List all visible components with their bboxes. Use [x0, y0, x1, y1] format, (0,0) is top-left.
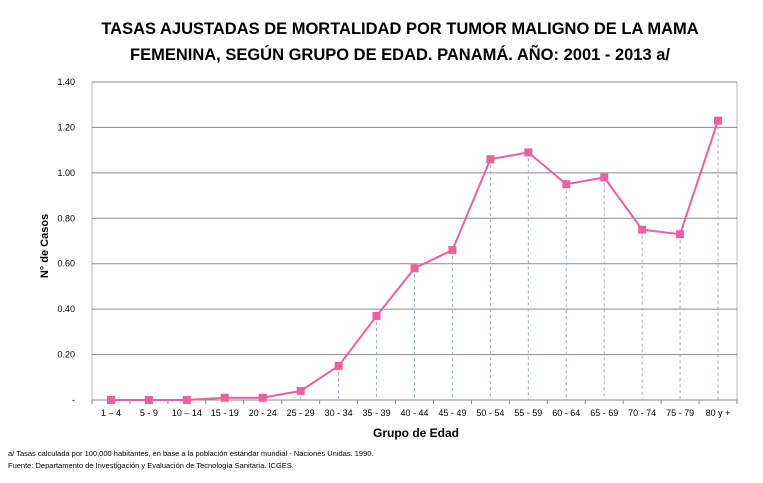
data-point-marker — [562, 180, 571, 189]
drop-lines — [224, 120, 719, 400]
x-tick-label: 30 - 34 — [325, 408, 353, 418]
data-point-marker — [182, 396, 191, 404]
data-point-marker — [372, 311, 381, 320]
x-tick-label: 20 - 24 — [249, 408, 277, 418]
x-tick-label: 80 y + — [706, 408, 731, 418]
series-mortality — [106, 116, 723, 404]
y-tick-label: 1.40 — [57, 77, 75, 87]
data-point-marker — [714, 116, 723, 125]
y-axis-label: N° de Casos — [39, 214, 51, 278]
data-point-marker — [410, 264, 419, 273]
x-tick-label: 15 - 19 — [211, 408, 239, 418]
data-point-marker — [600, 173, 609, 182]
data-point-marker — [448, 246, 457, 255]
x-tick-label: 65 - 69 — [590, 408, 618, 418]
x-tick-label: 70 - 74 — [628, 408, 656, 418]
x-tick-label: 55 - 59 — [514, 408, 542, 418]
y-tick-label: 1.20 — [57, 122, 75, 132]
x-tick-label: 45 - 49 — [438, 408, 466, 418]
chart-title-line-1: TASAS AJUSTADAS DE MORTALIDAD POR TUMOR … — [101, 20, 699, 38]
x-axis-ticks: 1 – 4 5 - 9 10 – 14 15 - 19 20 - 24 25 - 29 30… — [91, 400, 738, 418]
x-tick-label: 40 - 44 — [400, 408, 428, 418]
y-tick-label: 1.00 — [57, 168, 75, 178]
data-point-marker — [524, 148, 533, 157]
footnotes: a/ Tasas calculada por 100,000 habitante… — [8, 448, 374, 472]
y-tick-label: 0.20 — [57, 350, 75, 360]
series-line — [110, 120, 719, 401]
x-tick-label: 25 - 29 — [287, 408, 315, 418]
data-point-marker — [486, 155, 495, 164]
x-tick-label: 1 – 4 — [101, 408, 121, 418]
chart-title-line-2: FEMENINA, SEGÚN GRUPO DE EDAD. PANAMÁ. A… — [129, 46, 671, 64]
data-point-marker — [106, 396, 115, 404]
data-point-marker — [220, 393, 229, 402]
y-tick-label: 0.60 — [57, 259, 75, 269]
data-point-marker — [676, 230, 685, 239]
x-tick-label: 35 - 39 — [363, 408, 391, 418]
footnote-source: Fuente: Departamento de Investigación y … — [8, 461, 294, 470]
x-tick-label: 60 - 64 — [552, 408, 580, 418]
y-tick-label: 0.40 — [57, 304, 75, 314]
x-axis-label: Grupo de Edad — [373, 426, 459, 440]
data-point-marker — [296, 386, 305, 395]
data-point-marker — [144, 396, 153, 404]
data-point-marker — [258, 393, 267, 402]
chart-title: TASAS AJUSTADAS DE MORTALIDAD POR TUMOR … — [60, 16, 740, 68]
x-tick-label: 5 - 9 — [140, 408, 158, 418]
x-tick-label: 50 - 54 — [476, 408, 504, 418]
x-tick-label: 10 – 14 — [172, 408, 202, 418]
footnote-rate: a/ Tasas calculada por 100,000 habitante… — [8, 449, 374, 458]
y-tick-label: 0.80 — [57, 213, 75, 223]
y-tick-label: - — [72, 395, 75, 405]
y-axis-ticks: - 0.20 0.40 0.60 0.80 1.00 1.20 1.40 — [57, 77, 75, 405]
data-point-marker — [638, 225, 647, 234]
data-point-marker — [334, 361, 343, 370]
x-tick-label: 75 - 79 — [666, 408, 694, 418]
